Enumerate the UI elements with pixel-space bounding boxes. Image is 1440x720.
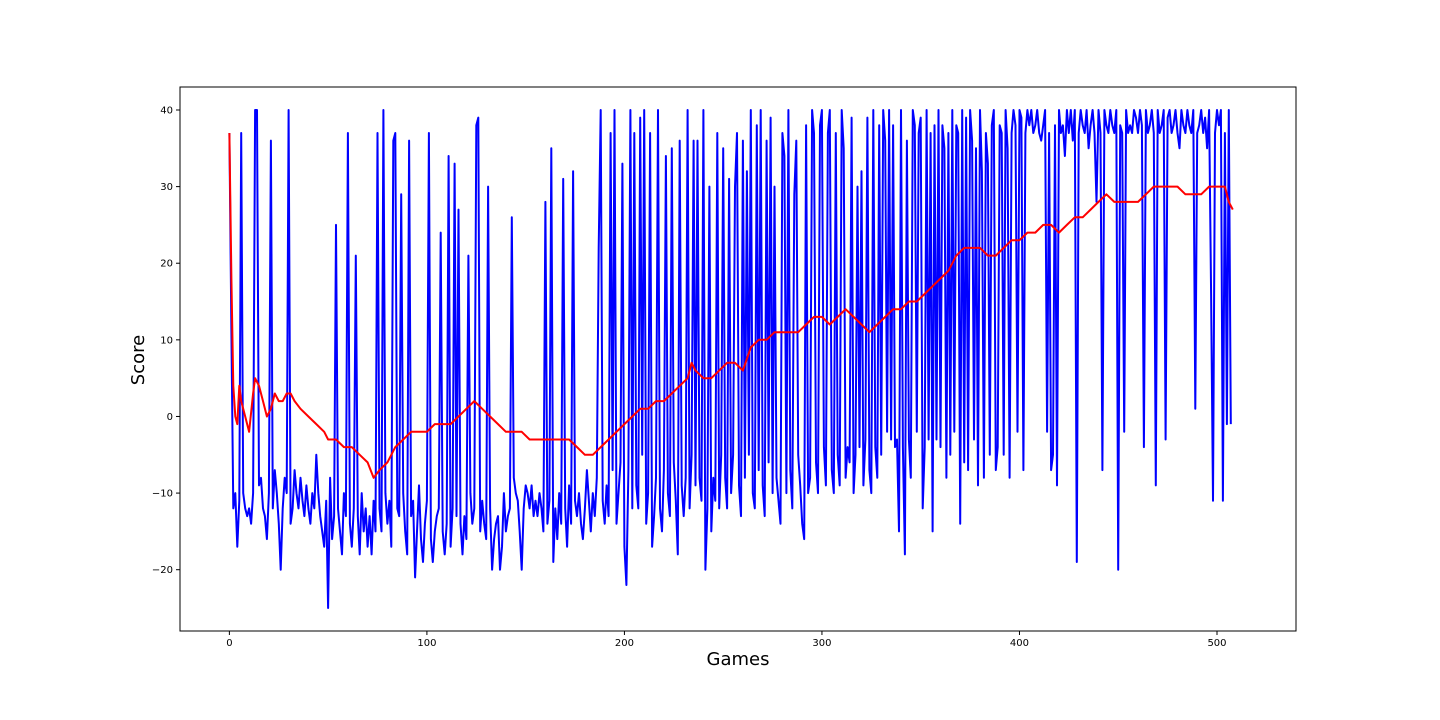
x-axis-label: Games (707, 649, 770, 670)
x-tick-label: 400 (1010, 638, 1029, 649)
y-tick-label: 0 (167, 412, 173, 423)
y-tick-label: 20 (160, 259, 173, 270)
y-tick-label: −20 (152, 565, 173, 576)
y-tick-label: 40 (160, 105, 173, 116)
x-tick-label: 100 (417, 638, 436, 649)
x-axis-ticks: 0 100 200 300 400 500 (226, 631, 1227, 649)
y-axis-ticks: −20 −10 0 10 20 30 40 (152, 105, 180, 576)
x-tick-label: 300 (812, 638, 831, 649)
x-tick-label: 0 (226, 638, 232, 649)
series-layer (228, 109, 1234, 609)
x-tick-label: 500 (1207, 638, 1226, 649)
x-tick-label: 200 (615, 638, 634, 649)
series-line-2 (228, 132, 1234, 479)
y-tick-label: 30 (160, 182, 173, 193)
y-tick-label: 10 (160, 335, 173, 346)
series-line-1 (228, 109, 1232, 609)
y-axis-label: Score (128, 335, 149, 385)
y-tick-label: −10 (152, 489, 173, 500)
